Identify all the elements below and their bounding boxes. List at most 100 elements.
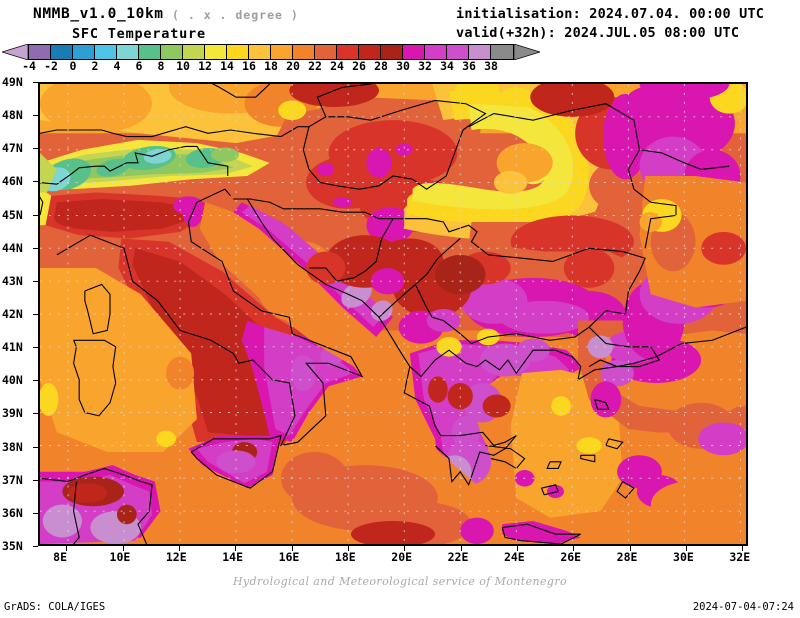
colorbar-cell-20 [469, 45, 491, 59]
lat-label-40N: 40N [2, 373, 23, 388]
lat-label-45N: 45N [2, 207, 23, 222]
colorbar-cell-13 [315, 45, 337, 59]
lat-label-36N: 36N [2, 505, 23, 520]
colorbar-tick-12: 12 [198, 59, 212, 73]
colorbar-tick-38: 38 [484, 59, 498, 73]
lon-label-16E: 16E [278, 550, 300, 564]
lon-label-14E: 14E [222, 550, 243, 564]
colorbar-tick-28: 28 [374, 59, 388, 73]
service-credit: Hydrological and Meteorological service … [232, 575, 568, 588]
lon-tick-18E [347, 546, 349, 551]
lat-tick-39N [33, 413, 38, 415]
colorbar-tick--2: -2 [44, 59, 58, 73]
lat-tick-42N [33, 314, 38, 315]
lat-tick-40N [33, 380, 38, 382]
lat-tick-45N [33, 214, 38, 216]
temperature-field [40, 84, 746, 544]
header: NMMB_v1.0_10km ( . x . degree ) SFC Temp… [0, 0, 800, 42]
colorbar-tick-6: 6 [135, 59, 143, 73]
lon-tick-30E [686, 546, 688, 551]
lon-tick-16E [291, 546, 293, 551]
lat-label-41N: 41N [2, 340, 23, 355]
lat-tick-44N [33, 247, 38, 249]
model-units-label: ( . x . degree ) [172, 8, 299, 22]
colorbar-cell-0 [29, 45, 51, 59]
lon-tick-24E [516, 546, 518, 551]
temperature-map[interactable] [38, 82, 748, 546]
colorbar-cell-10 [249, 45, 271, 59]
lon-tick-14E [235, 546, 237, 551]
colorbar-tick-24: 24 [330, 59, 344, 73]
colorbar-tick-10: 10 [176, 59, 190, 73]
colorbar-cell-2 [73, 45, 95, 59]
valid-time-label: valid(+32h): 2024.JUL.05 08:00 UTC [456, 25, 740, 41]
colorbar-cell-17 [403, 45, 425, 59]
colorbar-tick-0: 0 [69, 59, 77, 73]
lon-label-8E: 8E [53, 550, 68, 564]
colorbar-cell-7 [183, 45, 205, 59]
colorbar-cell-1 [51, 45, 73, 59]
colorbar-cell-15 [359, 45, 381, 59]
lat-label-43N: 43N [2, 273, 23, 288]
lat-tick-37N [33, 479, 38, 481]
lon-tick-22E [460, 546, 462, 551]
colorbar-cell-18 [425, 45, 447, 59]
lon-tick-28E [629, 546, 631, 551]
colorbar-cell-19 [447, 45, 469, 59]
colorbar-cell-4 [117, 45, 139, 59]
colorbar-tick-4: 4 [113, 59, 121, 73]
lon-tick-20E [404, 546, 406, 551]
colorbar-tick-20: 20 [286, 59, 300, 73]
initialisation-time-label: initialisation: 2024.07.04. 00:00 UTC [456, 6, 765, 22]
colorbar-over-arrow-icon [514, 44, 540, 60]
lat-tick-36N [33, 512, 38, 514]
lon-label-24E: 24E [503, 550, 525, 564]
lat-label-35N: 35N [2, 539, 23, 553]
lat-label-38N: 38N [2, 439, 23, 454]
lat-tick-48N [33, 115, 38, 117]
colorbar-cell-14 [337, 45, 359, 59]
colorbar-cell-8 [205, 45, 227, 59]
model-title: NMMB_v1.0_10km [33, 6, 164, 22]
colorbar-under-arrow-icon [2, 44, 28, 60]
lon-tick-32E [742, 546, 744, 551]
field-title: SFC Temperature [72, 26, 206, 42]
grads-attribution: GrADS: COLA/IGES [4, 601, 106, 613]
lat-tick-46N [33, 181, 38, 183]
lat-tick-49N [33, 82, 38, 83]
lon-tick-10E [122, 546, 124, 551]
colorbar: -4 -2 0 2 4 6 8 10 12 14 16 18 20 22 24 26 28 30 32 34 36 38 [0, 44, 540, 73]
lat-label-39N: 39N [2, 406, 23, 421]
lon-tick-12E [178, 546, 180, 551]
colorbar-tick-labels: -4 -2 0 2 4 6 8 10 12 14 16 18 20 22 24 26 28 30 32 34 36 38 [22, 59, 514, 73]
colorbar-tick-22: 22 [308, 59, 322, 73]
lat-tick-38N [33, 446, 38, 448]
lat-tick-43N [33, 280, 38, 282]
lon-label-22E: 22E [447, 550, 469, 564]
colorbar-tick-30: 30 [396, 59, 410, 73]
colorbar-tick-36: 36 [462, 59, 476, 73]
colorbar-tick-26: 26 [352, 59, 366, 73]
lon-label-10E: 10E [109, 550, 131, 564]
lon-label-20E: 20E [391, 550, 413, 564]
colorbar-tick-8: 8 [157, 59, 165, 73]
lat-tick-35N [33, 546, 38, 547]
colorbar-tick-14: 14 [220, 59, 234, 73]
lon-label-28E: 28E [616, 550, 638, 564]
lon-tick-26E [573, 546, 575, 551]
lat-label-44N: 44N [2, 240, 23, 255]
colorbar-cell-5 [139, 45, 161, 59]
lat-label-49N: 49N [2, 75, 23, 89]
colorbar-cell-9 [227, 45, 249, 59]
lon-label-12E: 12E [165, 550, 187, 564]
colorbar-cell-21 [491, 45, 513, 59]
lon-tick-8E [66, 546, 68, 551]
colorbar-tick-16: 16 [242, 59, 256, 73]
lat-label-48N: 48N [2, 108, 23, 123]
colorbar-tick-2: 2 [91, 59, 99, 73]
colorbar-cell-16 [381, 45, 403, 59]
lat-label-42N: 42N [2, 307, 23, 321]
colorbar-cell-11 [271, 45, 293, 59]
lat-label-37N: 37N [2, 472, 23, 487]
colorbar-tick-34: 34 [440, 59, 454, 73]
